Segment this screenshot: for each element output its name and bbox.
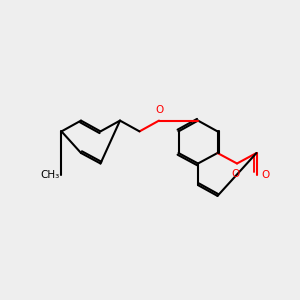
Text: O: O — [261, 169, 269, 180]
Text: CH₃: CH₃ — [41, 170, 60, 180]
Text: O: O — [155, 105, 163, 115]
Text: O: O — [231, 169, 240, 179]
